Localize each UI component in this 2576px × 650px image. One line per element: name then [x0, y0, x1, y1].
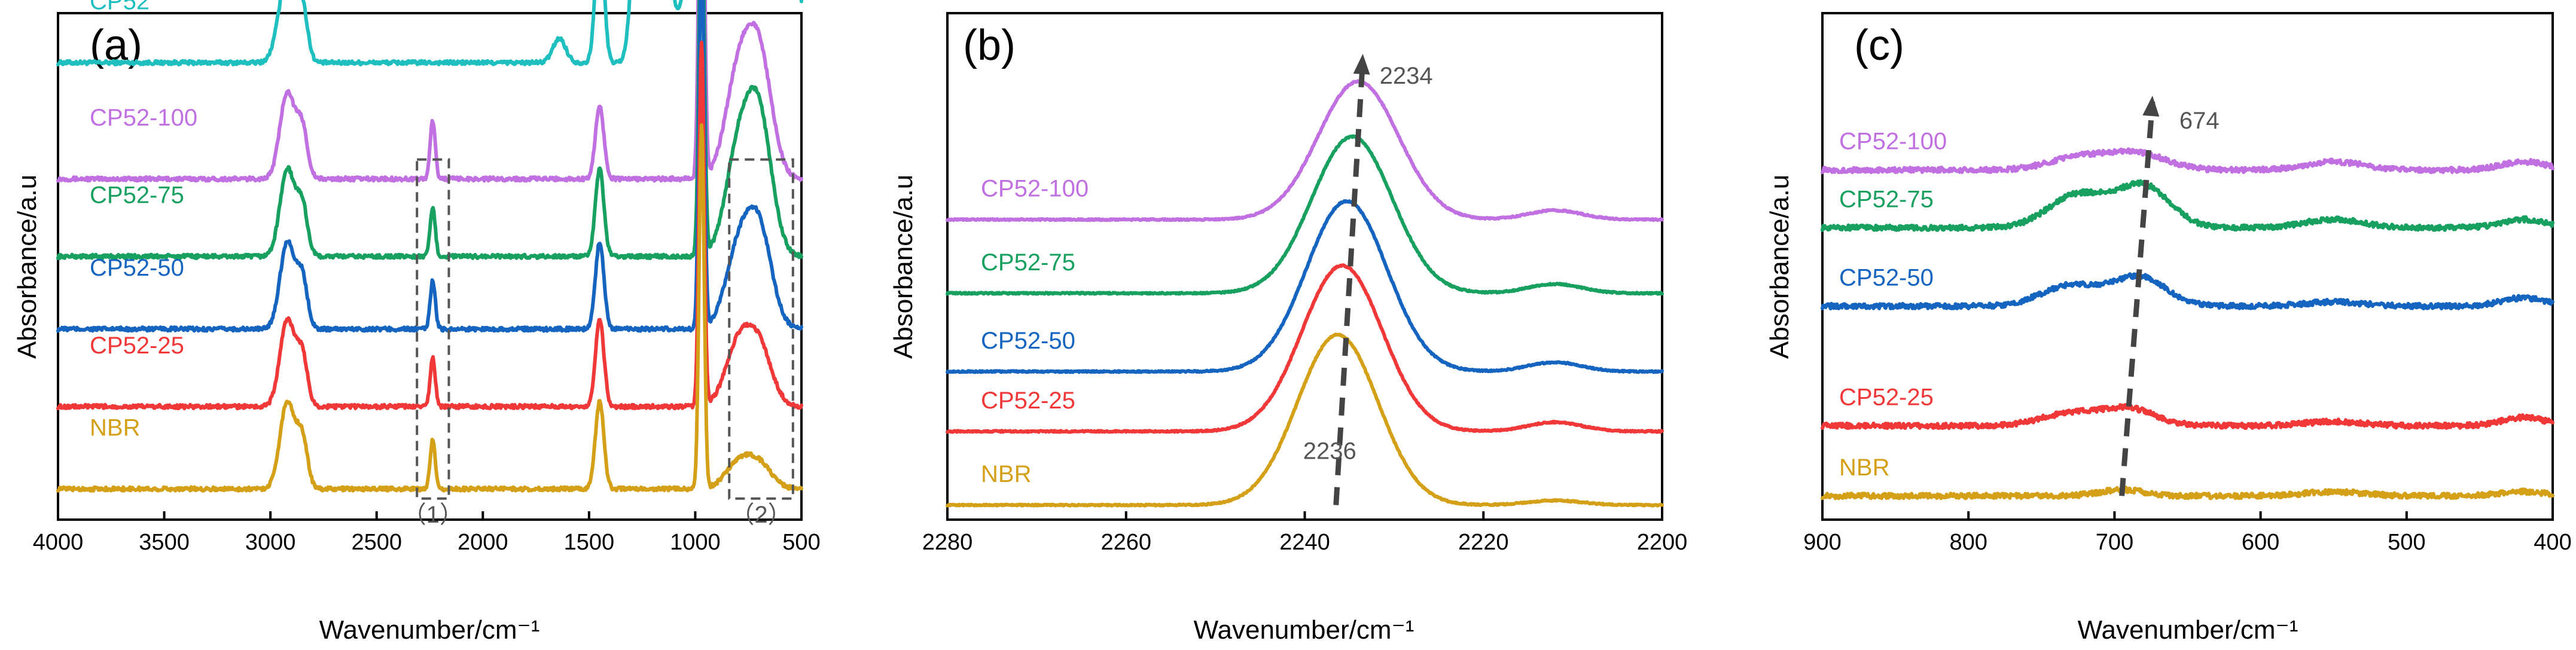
panel-a-x-axis-label: Wavenumber/cm⁻¹: [319, 615, 540, 645]
series-label-cp52-100: CP52-100: [90, 105, 197, 131]
x-tick-label: 2260: [1100, 530, 1151, 555]
x-tick-label: 1000: [670, 530, 721, 555]
panel-a-x-ticks: 4000 3500 3000 2500 2000 1500 1000 500: [33, 511, 821, 555]
peak-shift-arrow: [2119, 101, 2156, 496]
peak-shift-arrowhead: [1353, 54, 1370, 75]
series-label-cp52: CP52: [90, 0, 150, 15]
x-tick-label: 3000: [245, 530, 296, 555]
x-tick-label: 2280: [922, 530, 973, 555]
x-tick-label: 700: [2096, 530, 2133, 555]
x-tick-label: 500: [782, 530, 820, 555]
series-line-cp52-25: [1821, 403, 2554, 431]
series-label-cp52-25: CP52-25: [981, 387, 1075, 414]
panel-c-curves: [1821, 147, 2554, 501]
x-tick-label: 1500: [564, 530, 615, 555]
series-line-cp52-100: [56, 0, 803, 183]
x-tick-label: 2500: [351, 530, 402, 555]
series-label-cp52-75: CP52-75: [90, 182, 184, 209]
panel-a: (a) 4000 3500 3000 2500 2000 1500 1000 500 CP52…: [13, 0, 821, 645]
series-label-cp52-100: CP52-100: [981, 176, 1089, 202]
panel-c-x-axis-label: Wavenumber/cm⁻¹: [2078, 615, 2298, 645]
x-tick-label: 400: [2534, 530, 2571, 555]
series-line-cp52-75: [1821, 179, 2554, 232]
panel-a-curves: [56, 0, 803, 493]
panel-b-label: (b): [963, 22, 1016, 69]
x-tick-label: 2200: [1637, 530, 1688, 555]
panel-b-x-ticks: 2280 2260 2240 2220 2200: [922, 511, 1688, 555]
peak-position-label: 674: [2179, 108, 2220, 134]
x-tick-label: 4000: [33, 530, 84, 555]
highlight-box-2: [728, 158, 794, 500]
x-tick-label: 3500: [139, 530, 190, 555]
panel-b-y-axis-label: Absorbance/a.u: [889, 175, 918, 359]
series-label-cp52-75: CP52-75: [1839, 186, 1934, 212]
panel-c-frame: [1821, 12, 2554, 521]
series-line-cp52-75: [56, 0, 803, 260]
series-line-cp52-100: [946, 79, 1664, 222]
series-label-nbr: NBR: [90, 415, 140, 441]
series-line-nbr: [1821, 486, 2554, 501]
panel-c-label: (c): [1854, 22, 1904, 69]
series-label-cp52-50: CP52-50: [981, 328, 1075, 354]
series-line-cp52-100: [1821, 147, 2554, 175]
series-line-nbr: [946, 332, 1664, 508]
panel-c-series-labels: CP52-100 CP52-75 CP52-50 CP52-25 NBR: [1839, 129, 1947, 481]
peak-shift-arrow: [1333, 59, 1366, 505]
panel-b-series-labels: CP52-100 CP52-75 CP52-50 CP52-25 NBR: [981, 176, 1089, 487]
series-line-cp52-50: [56, 0, 803, 333]
series-line-nbr: [56, 123, 803, 493]
series-label-cp52-75: CP52-75: [981, 249, 1075, 276]
panel-b-annotations: 2234 2236: [1303, 54, 1433, 505]
highlight-box-1: [416, 158, 450, 500]
series-line-cp52-50: [946, 199, 1664, 374]
panel-c: (c) 900 800 700 600 500 400 CP52-100CP52-75CP…: [1765, 12, 2572, 645]
x-tick-label: 2000: [458, 530, 508, 555]
x-tick-label: 500: [2388, 530, 2425, 555]
series-label-cp52-25: CP52-25: [90, 332, 184, 359]
series-label-cp52-25: CP52-25: [1839, 384, 1934, 411]
x-tick-label: 2220: [1458, 530, 1509, 555]
panel-b-curves: [946, 79, 1664, 508]
panel-c-annotations: 674: [2119, 96, 2220, 496]
series-label-cp52-50: CP52-50: [1839, 264, 1934, 291]
x-tick-label: 2240: [1279, 530, 1330, 555]
series-line-cp52-75: [946, 134, 1664, 296]
series-line-cp52-25: [56, 40, 803, 411]
series-label-cp52-100: CP52-100: [1839, 129, 1947, 155]
series-label-cp52-50: CP52-50: [90, 255, 184, 281]
peak-shift-arrowhead: [2142, 96, 2160, 117]
panel-b: (b) 2280 2260 2240 2220 2200 CP52-100 CP52-75…: [889, 12, 1688, 645]
panel-a-y-axis-label: Absorbance/a.u: [13, 175, 42, 359]
panel-a-annotations: （1） （2）: [403, 158, 794, 528]
series-line-cp52: [56, 0, 803, 66]
panel-c-x-ticks: 900 800 700 600 500 400: [1803, 511, 2572, 555]
highlight-box-label-1: （1）: [403, 502, 464, 528]
series-label-nbr: NBR: [981, 461, 1031, 487]
highlight-box-label-2: （2）: [730, 502, 791, 528]
series-line-cp52-25: [946, 263, 1664, 434]
panel-b-x-axis-label: Wavenumber/cm⁻¹: [1194, 615, 1414, 645]
series-line-cp52-50: [1821, 272, 2554, 310]
peak-position-label-bottom: 2236: [1303, 438, 1356, 465]
peak-position-label-top: 2234: [1380, 63, 1433, 89]
x-tick-label: 800: [1949, 530, 1987, 555]
panel-a-series-labels: CP52 CP52-100 CP52-75 CP52-50 CP52-25 NBR: [90, 0, 197, 441]
panel-a-frame: [57, 12, 803, 521]
series-label-nbr: NBR: [1839, 454, 1889, 481]
x-tick-label: 900: [1803, 530, 1841, 555]
panel-c-y-axis-label: Absorbance/a.u: [1765, 175, 1794, 359]
x-tick-label: 600: [2242, 530, 2279, 555]
